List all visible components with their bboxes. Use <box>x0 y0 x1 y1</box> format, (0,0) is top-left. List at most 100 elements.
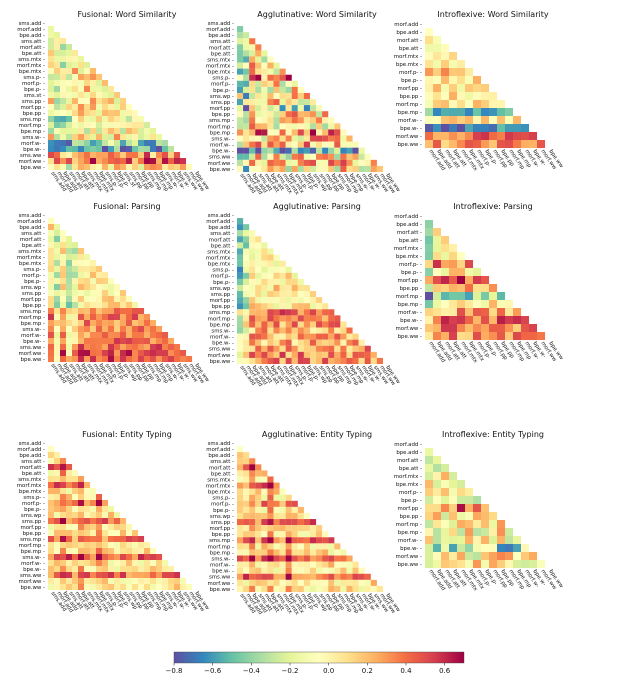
heatmap-cell <box>243 345 250 352</box>
heatmap-cell <box>237 44 244 51</box>
heatmap-cell <box>309 543 317 550</box>
heatmap-cell <box>150 572 157 579</box>
heatmap-cell <box>449 308 458 317</box>
heatmap-cell <box>441 132 450 141</box>
heatmap-cell <box>102 500 109 507</box>
heatmap-cell <box>316 357 323 365</box>
heatmap-cell <box>138 572 145 579</box>
heatmap-cell <box>132 314 139 321</box>
heatmap-cell <box>66 494 73 501</box>
heatmap-cell <box>162 572 169 579</box>
heatmap-cell <box>114 530 121 537</box>
heatmap-cell <box>90 572 97 579</box>
heatmap-cell <box>84 68 91 75</box>
heatmap-cell <box>120 518 127 525</box>
heatmap-cell <box>96 296 103 303</box>
heatmap-cell <box>48 578 55 585</box>
heatmap-cell <box>425 448 434 457</box>
heatmap-cell <box>279 86 286 94</box>
heatmap-cell <box>346 561 353 568</box>
heatmap-cell <box>48 278 55 285</box>
heatmap-cell <box>72 128 79 135</box>
heatmap-cell <box>48 146 55 153</box>
heatmap-cell <box>237 321 244 328</box>
heatmap-cell <box>303 147 311 154</box>
heatmap-cell <box>285 567 292 574</box>
heatmap-cell <box>96 278 103 285</box>
heatmap-cell <box>303 525 311 532</box>
row-tick-label: sms.att - <box>210 39 234 45</box>
row-tick-label: bpe.ww - <box>21 165 45 171</box>
heatmap-cell <box>297 153 304 160</box>
heatmap-cell <box>261 278 268 286</box>
row-tick-label: sms.mp - <box>209 538 234 544</box>
heatmap-cell <box>48 482 55 489</box>
heatmap-cell <box>114 554 121 561</box>
heatmap-cell <box>108 86 115 93</box>
heatmap-cell <box>481 536 490 545</box>
heatmap-cell <box>441 464 450 473</box>
heatmap-cell <box>90 530 97 537</box>
heatmap-cell <box>358 339 365 346</box>
heatmap-cell <box>96 338 103 345</box>
heatmap-cell <box>261 80 268 87</box>
heatmap-cell <box>54 500 61 507</box>
heatmap-cell <box>243 62 250 69</box>
heatmap-cell <box>273 315 280 322</box>
heatmap-cell <box>273 147 280 154</box>
heatmap-cell <box>249 153 256 160</box>
heatmap-cell <box>497 124 506 133</box>
heatmap-cell <box>237 464 244 471</box>
heatmap-cell <box>328 351 335 358</box>
heatmap-cell <box>279 500 286 507</box>
heatmap-cell <box>261 351 268 358</box>
heatmap-cell <box>48 164 55 171</box>
heatmap-cell <box>114 164 121 171</box>
heatmap-cell <box>303 549 311 556</box>
heatmap-cell <box>114 320 121 327</box>
heatmap-cell <box>267 266 274 273</box>
heatmap-cell <box>255 44 262 51</box>
heatmap-cell <box>96 530 103 537</box>
heatmap-cell <box>316 315 323 322</box>
heatmap-cell <box>334 567 341 574</box>
heatmap-cell <box>473 316 482 325</box>
heatmap-cell <box>90 542 97 549</box>
heatmap-cell <box>261 165 268 173</box>
heatmap-cell <box>297 303 304 310</box>
heatmap-cell <box>54 230 61 237</box>
heatmap-cell <box>267 506 274 514</box>
heatmap-cell <box>364 357 371 365</box>
heatmap-cell <box>465 68 474 77</box>
row-tick-label: morf.add - <box>17 27 45 33</box>
heatmap-cell <box>303 345 311 352</box>
heatmap-cell <box>537 560 546 569</box>
heatmap-cell <box>334 135 341 142</box>
row-tick-label: morf.mtx - <box>394 474 422 480</box>
heatmap-cell <box>303 92 311 100</box>
heatmap-cell <box>48 458 55 465</box>
heatmap-cell <box>291 555 298 562</box>
heatmap-cell <box>72 164 79 171</box>
heatmap-cell <box>108 116 115 123</box>
heatmap-cell <box>114 548 121 555</box>
heatmap-cell <box>60 488 67 495</box>
heatmap-cell <box>132 584 139 591</box>
heatmap-cell <box>138 128 145 135</box>
heatmap-cell <box>60 80 67 87</box>
heatmap-cell <box>249 117 256 124</box>
heatmap-cell <box>84 326 91 333</box>
heatmap-cell <box>261 482 268 489</box>
heatmap-cell <box>449 488 458 497</box>
heatmap-cell <box>54 548 61 555</box>
heatmap-cell <box>78 488 85 495</box>
heatmap-cell <box>138 308 145 315</box>
row-tick-label: morf.w- - <box>21 141 45 147</box>
row-tick-label: bpe.p- - <box>401 498 422 504</box>
row-tick-label: sms.mtx - <box>18 249 45 255</box>
heatmap-cell <box>66 110 73 117</box>
heatmap-cell <box>249 236 256 243</box>
heatmap-cell <box>505 544 514 553</box>
heatmap-cell <box>291 549 298 556</box>
